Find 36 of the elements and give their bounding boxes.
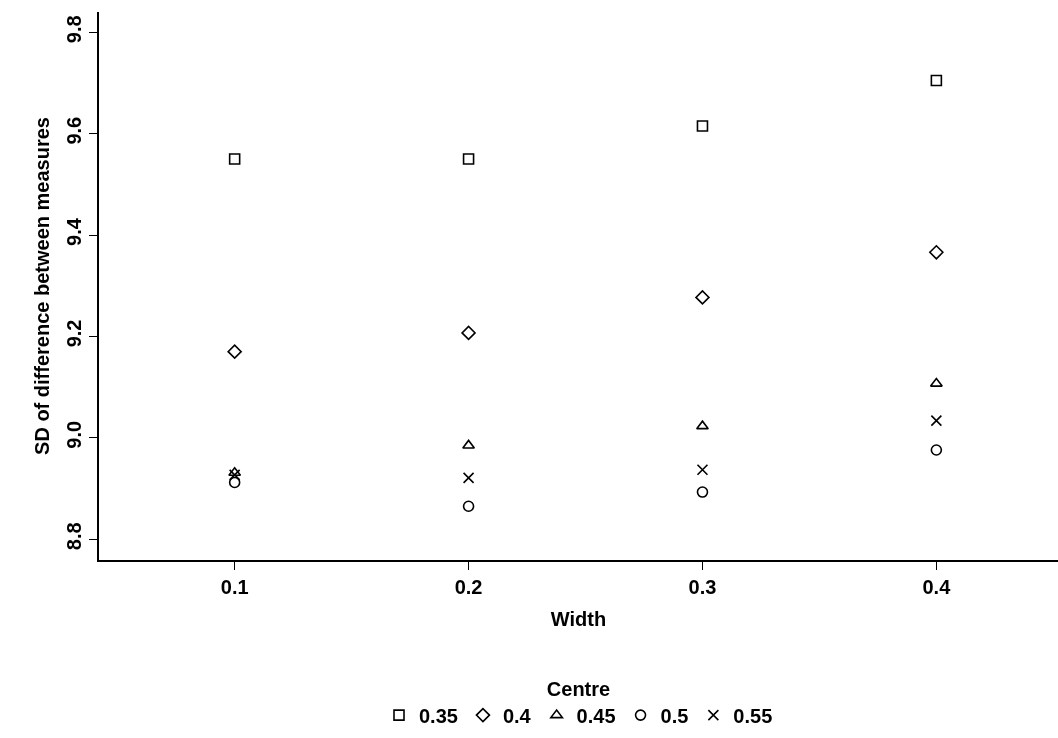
point — [228, 476, 241, 489]
y-tick-label: 9.8 — [63, 15, 86, 44]
y-tick-label: 9.0 — [63, 420, 86, 449]
y-tick-label: 9.6 — [63, 116, 86, 145]
point — [929, 244, 944, 260]
point — [930, 414, 943, 427]
x-axis-title: Width — [550, 607, 607, 630]
point — [696, 120, 709, 132]
point — [696, 486, 709, 498]
x-tick-label: 0.2 — [454, 575, 483, 598]
y-axis-title: SD of difference between measures — [31, 117, 54, 455]
point — [227, 344, 242, 359]
point — [461, 325, 476, 341]
y-tick-label: 8.8 — [63, 522, 86, 551]
legend-title: Centre — [546, 677, 611, 700]
y-tick-label: 9.4 — [63, 217, 86, 246]
point — [228, 467, 242, 477]
point — [462, 472, 475, 484]
legend-label: 0.5 — [660, 704, 689, 727]
point — [930, 444, 943, 456]
point — [696, 463, 709, 476]
point — [930, 74, 943, 87]
legend-label: 0.45 — [576, 704, 616, 727]
legend-label: 0.55 — [733, 704, 773, 727]
legend-label: 0.35 — [419, 704, 458, 727]
point — [462, 153, 475, 165]
point — [929, 377, 943, 387]
x-tick-label: 0.1 — [220, 575, 249, 598]
x-tick-label: 0.3 — [688, 575, 717, 598]
legend-label: 0.4 — [502, 704, 532, 727]
point — [695, 290, 710, 305]
point — [462, 439, 476, 449]
point — [228, 153, 241, 165]
point — [462, 500, 475, 513]
y-tick-label: 9.2 — [63, 319, 86, 348]
x-tick-label: 0.4 — [922, 575, 952, 598]
